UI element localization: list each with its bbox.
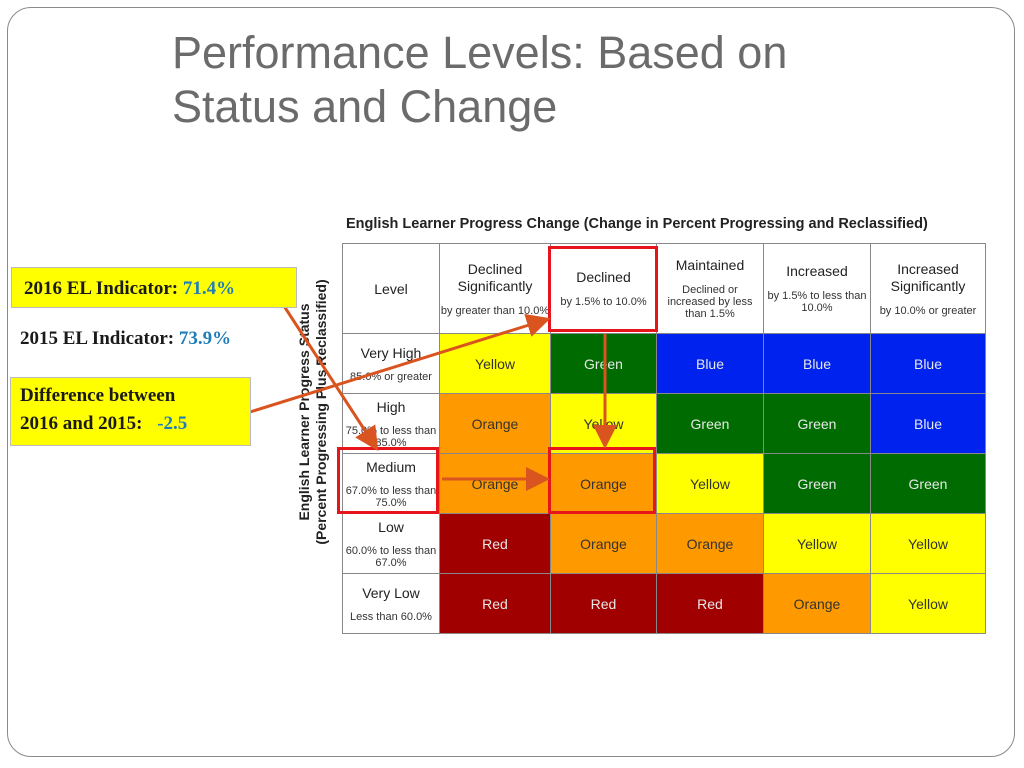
matrix-row: Very Low Less than 60.0% Red Red Red Oran… bbox=[342, 573, 986, 634]
column-header-sub: Declined or increased by less than 1.5% bbox=[667, 284, 753, 320]
matrix-cell: Red bbox=[550, 573, 657, 634]
callout-2015-indicator: 2015 EL Indicator: 73.9% bbox=[20, 328, 231, 350]
level-header: Level bbox=[342, 243, 440, 334]
callout-difference-value: -2.5 bbox=[157, 413, 188, 434]
matrix-cell: Yellow bbox=[870, 573, 986, 634]
callout-2016-label: 2016 EL Indicator: bbox=[24, 278, 179, 299]
matrix-cell: Green bbox=[656, 393, 764, 454]
row-header-sub: 67.0% to less than 75.0% bbox=[345, 484, 437, 509]
matrix-cell: Orange bbox=[550, 513, 657, 574]
matrix-cell: Blue bbox=[870, 333, 986, 394]
column-header-main: Maintained bbox=[675, 257, 745, 273]
matrix-title: English Learner Progress Change (Change … bbox=[346, 216, 928, 232]
row-header-main: Medium bbox=[366, 458, 416, 475]
row-header-sub: Less than 60.0% bbox=[350, 610, 432, 623]
slide-title-line-2: Status and Change bbox=[172, 81, 558, 132]
matrix-cell: Yellow bbox=[763, 513, 871, 574]
matrix-cell: Red bbox=[439, 513, 551, 574]
matrix-row: Very High 85.0% or greater Yellow Green B… bbox=[342, 333, 986, 394]
slide-frame bbox=[7, 7, 1015, 757]
matrix-cell: Green bbox=[763, 393, 871, 454]
callout-difference-line-1: Difference between bbox=[20, 385, 176, 406]
highlight-box-declined-column bbox=[548, 246, 658, 332]
matrix-row: High 75.0% to less than 85.0% Orange Yell… bbox=[342, 393, 986, 454]
highlight-box-result-cell bbox=[548, 447, 656, 514]
callout-2016-indicator: 2016 EL Indicator: 71.4% bbox=[11, 267, 297, 308]
row-header: High 75.0% to less than 85.0% bbox=[342, 393, 440, 454]
column-header-sub: by 1.5% to less than 10.0% bbox=[767, 290, 867, 314]
row-header: Low 60.0% to less than 67.0% bbox=[342, 513, 440, 574]
matrix-cell: Orange bbox=[439, 393, 551, 454]
column-header-sub: by 10.0% or greater bbox=[879, 304, 977, 317]
row-header-main: Very Low bbox=[362, 584, 420, 601]
row-header-main: High bbox=[376, 398, 406, 415]
matrix-cell: Green bbox=[870, 453, 986, 514]
matrix-cell: Orange bbox=[763, 573, 871, 634]
matrix-row: Medium 67.0% to less than 75.0% Orange Or… bbox=[342, 453, 986, 514]
axis-label-line-1: English Learner Progress Status bbox=[296, 303, 312, 521]
matrix-row: Low 60.0% to less than 67.0% Red Orange O… bbox=[342, 513, 986, 574]
matrix-axis-label: English Learner Progress Status (Percent… bbox=[296, 202, 330, 622]
matrix-cell: Orange bbox=[439, 453, 551, 514]
slide-title-line-1: Performance Levels: Based on bbox=[172, 27, 788, 78]
column-header-main: Declined bbox=[576, 269, 631, 285]
callout-2015-label: 2015 EL Indicator: bbox=[20, 328, 175, 349]
column-header-main: Increased bbox=[786, 263, 848, 279]
column-header: Increased by 1.5% to less than 10.0% bbox=[763, 243, 871, 334]
matrix-cell: Red bbox=[656, 573, 764, 634]
performance-matrix: Level Declined Significantly by greater t… bbox=[342, 243, 986, 634]
callout-difference-label: 2016 and 2015: bbox=[20, 413, 143, 434]
row-header: Very Low Less than 60.0% bbox=[342, 573, 440, 634]
matrix-cell: Green bbox=[550, 333, 657, 394]
matrix-cell: Green bbox=[763, 453, 871, 514]
column-header-main: Increased Significantly bbox=[890, 260, 966, 294]
matrix-cell: Blue bbox=[870, 393, 986, 454]
row-header-main: Very High bbox=[360, 344, 422, 361]
matrix-cell: Orange bbox=[550, 453, 657, 514]
row-header-sub: 85.0% or greater bbox=[350, 370, 432, 383]
callout-difference-line-2: 2016 and 2015: -2.5 bbox=[20, 410, 250, 438]
callout-2016-value: 71.4% bbox=[182, 278, 236, 299]
column-header: Declined Significantly by greater than 10… bbox=[439, 243, 551, 334]
callout-2015-value: 73.9% bbox=[178, 328, 232, 349]
matrix-cell: Yellow bbox=[439, 333, 551, 394]
matrix-cell: Orange bbox=[656, 513, 764, 574]
row-header-sub: 60.0% to less than 67.0% bbox=[345, 544, 437, 569]
column-header-main: Declined Significantly bbox=[457, 260, 533, 294]
matrix-cell: Red bbox=[439, 573, 551, 634]
matrix-cell: Blue bbox=[656, 333, 764, 394]
matrix-cell: Blue bbox=[763, 333, 871, 394]
matrix-cell: Yellow bbox=[870, 513, 986, 574]
column-header-sub: by greater than 10.0% bbox=[440, 304, 550, 317]
row-header-main: Low bbox=[378, 518, 404, 535]
column-header: Increased Significantly by 10.0% or great… bbox=[870, 243, 986, 334]
matrix-cell: Yellow bbox=[550, 393, 657, 454]
callout-difference: Difference between 2016 and 2015: -2.5 bbox=[10, 377, 251, 446]
matrix-cell: Yellow bbox=[656, 453, 764, 514]
row-header: Very High 85.0% or greater bbox=[342, 333, 440, 394]
axis-label-line-2: (Percent Progressing Plus Reclassified) bbox=[313, 279, 329, 545]
matrix-header-row: Level Declined Significantly by greater t… bbox=[342, 243, 986, 334]
row-header-sub: 75.0% to less than 85.0% bbox=[345, 424, 437, 449]
column-header: Maintained Declined or increased by less … bbox=[656, 243, 764, 334]
column-header-sub: by 1.5% to 10.0% bbox=[560, 296, 647, 308]
row-header: Medium 67.0% to less than 75.0% bbox=[342, 453, 440, 514]
slide-title: Performance Levels: Based on Status and … bbox=[172, 26, 932, 134]
highlight-box-medium-row bbox=[337, 447, 439, 514]
